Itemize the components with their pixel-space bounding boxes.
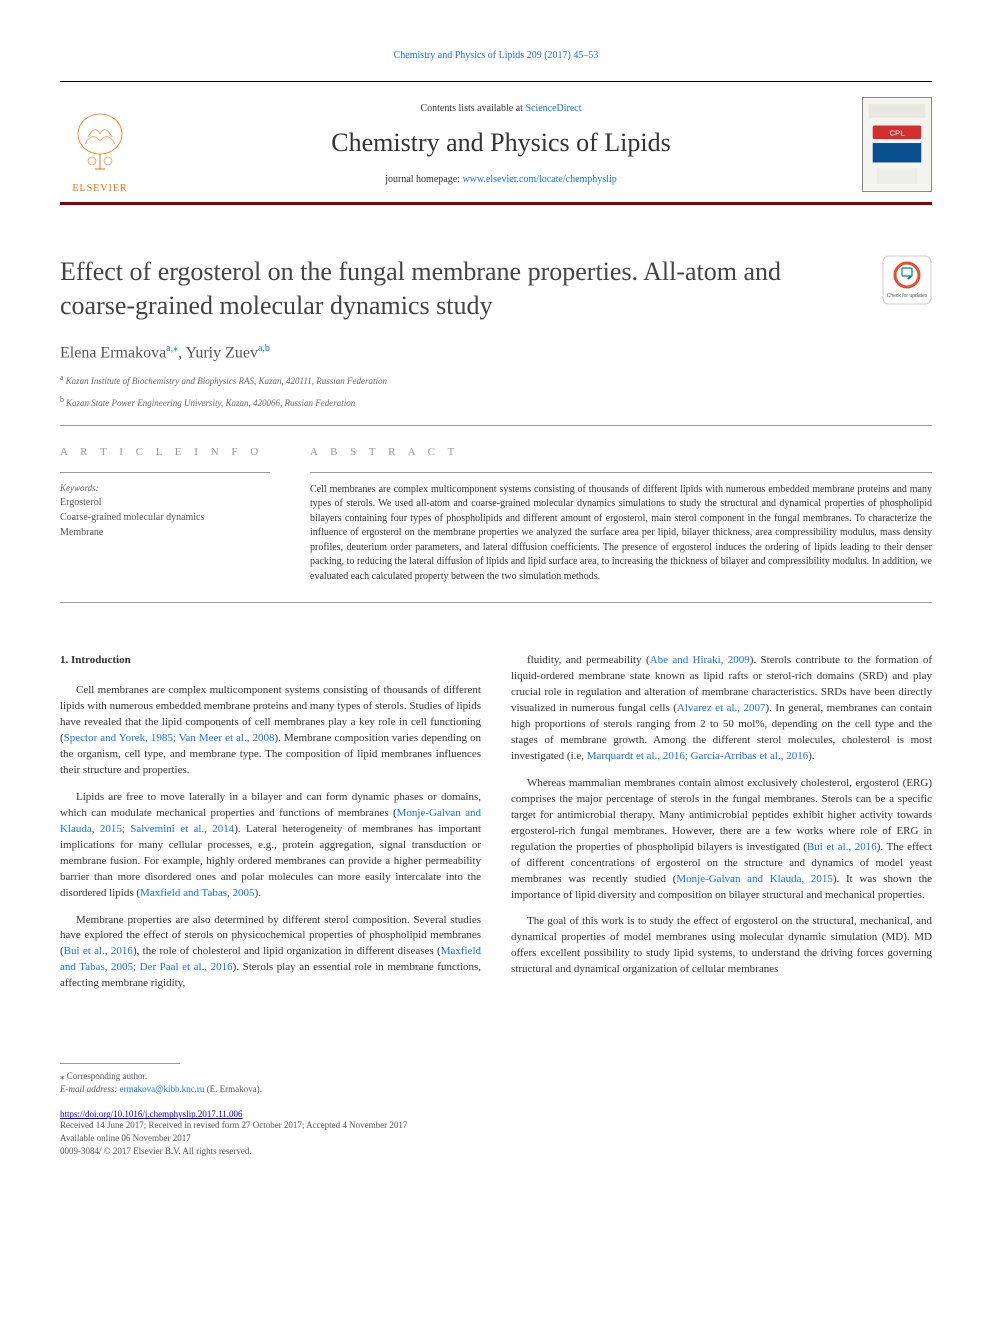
body-paragraph: The goal of this work is to study the ef… [511,914,932,978]
elsevier-wordmark: ELSEVIER [72,183,127,194]
received-dates: Received 14 June 2017; Received in revis… [60,1119,932,1132]
body-paragraph: Lipids are free to move laterally in a b… [60,790,481,902]
section-heading: 1. Introduction [60,653,481,669]
doi-link[interactable]: https://doi.org/10.1016/j.chemphyslip.20… [60,1109,243,1119]
keywords-label: Keywords: [60,483,270,493]
body-column-left: 1. Introduction Cell membranes are compl… [60,653,481,1003]
elsevier-tree-icon [70,109,130,179]
author-name: Elena Ermakova [60,344,166,361]
abstract-label: A B S T R A C T [310,446,932,458]
author-affil-marker: a,⁎ [166,343,178,354]
citation[interactable]: Maxfield and Tabas, 2005 [140,887,255,899]
check-updates-label: Check for updates [887,293,928,299]
divider [310,472,932,473]
article-info-label: A R T I C L E I N F O [60,446,270,458]
abstract-text: Cell membranes are complex multicomponen… [310,483,932,585]
journal-name: Chemistry and Physics of Lipids [140,128,862,158]
keyword-item: Coarse-grained molecular dynamics [60,510,270,525]
email-label: E-mail address: [60,1084,120,1094]
author-name: Yuriy Zuev [186,344,258,361]
masthead: ELSEVIER Contents lists available at Sci… [60,81,932,194]
homepage-link[interactable]: www.elsevier.com/locate/chemphyslip [462,174,616,185]
article-title: Effect of ergosterol on the fungal membr… [60,255,862,323]
citation[interactable]: Bui et al., 2016 [64,945,133,957]
citation[interactable]: Abe and Hiraki, 2009 [650,654,750,666]
citation[interactable]: Marquardt et al., 2016; García-Arribas e… [587,750,808,762]
contents-line: Contents lists available at ScienceDirec… [140,103,862,114]
body-paragraph: Whereas mammalian membranes contain almo… [511,776,932,904]
body-paragraph: Membrane properties are also determined … [60,913,481,993]
affiliation: b Kazan State Power Engineering Universi… [60,394,932,411]
check-for-updates-icon[interactable]: Check for updates [882,255,932,305]
journal-cover-thumbnail: CPL [862,97,932,192]
authors: Elena Ermakovaa,⁎, Yuriy Zueva,b [60,343,932,362]
author-affil-marker: a,b [258,343,270,354]
sciencedirect-link[interactable]: ScienceDirect [525,103,581,114]
citation[interactable]: Monje-Galvan and Klauda, 2015; Salvemini… [60,807,481,835]
citation[interactable]: Spector and Yorek, 1985; Van Meer et al.… [64,732,275,744]
keyword-item: Ergosterol [60,495,270,510]
body-column-right: fluidity, and permeability (Abe and Hira… [511,653,932,1003]
contents-prefix: Contents lists available at [420,103,525,114]
cpl-badge-text: CPL [889,128,905,137]
citation[interactable]: Monje-Galvan and Klauda, 2015 [676,873,833,885]
citation[interactable]: Bui et al., 2016 [807,841,877,853]
body-paragraph: fluidity, and permeability (Abe and Hira… [511,653,932,765]
keyword-item: Membrane [60,525,270,540]
footnote-rule [60,1063,180,1064]
email-line: E-mail address: ermakova@kibb.knc.ru (E.… [60,1083,932,1096]
citation[interactable]: Alvarez et al., 2007 [677,702,766,714]
body-paragraph: Cell membranes are complex multicomponen… [60,683,481,779]
keywords-list: ErgosterolCoarse-grained molecular dynam… [60,495,270,540]
available-online: Available online 06 November 2017 [60,1132,932,1145]
running-header: Chemistry and Physics of Lipids 209 (201… [60,50,932,61]
divider [60,425,932,426]
divider [60,472,270,473]
red-rule [60,202,932,205]
affiliation: a Kazan Institute of Biochemistry and Bi… [60,372,932,389]
email-link[interactable]: ermakova@kibb.knc.ru [120,1084,205,1094]
corresponding-author-note: ⁎ Corresponding author. [60,1070,932,1083]
email-suffix: (E. Ermakova). [204,1084,261,1094]
homepage-prefix: journal homepage: [385,174,462,185]
divider [60,602,932,603]
elsevier-logo: ELSEVIER [60,94,140,194]
copyright-line: 0009-3084/ © 2017 Elsevier B.V. All righ… [60,1145,932,1158]
journal-homepage: journal homepage: www.elsevier.com/locat… [140,174,862,185]
